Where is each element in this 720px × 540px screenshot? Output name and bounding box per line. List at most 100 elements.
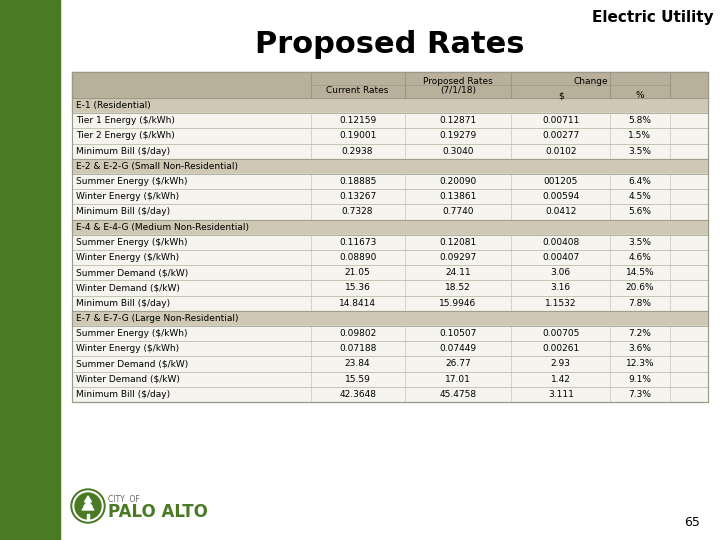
Text: 6.4%: 6.4%: [629, 177, 652, 186]
Polygon shape: [84, 496, 91, 502]
Text: 5.8%: 5.8%: [629, 116, 652, 125]
Text: 0.19279: 0.19279: [439, 132, 477, 140]
Text: 18.52: 18.52: [445, 284, 471, 293]
Text: 0.00407: 0.00407: [542, 253, 580, 262]
Text: 0.07188: 0.07188: [339, 345, 377, 353]
Text: 45.4758: 45.4758: [439, 390, 477, 399]
Text: Winter Energy ($/kWh): Winter Energy ($/kWh): [76, 253, 179, 262]
Bar: [72, 311, 708, 326]
Bar: [0, 0, 60, 540]
Text: 0.07449: 0.07449: [439, 345, 477, 353]
Text: 3.5%: 3.5%: [629, 147, 652, 156]
Text: Minimum Bill ($/day): Minimum Bill ($/day): [76, 147, 170, 156]
Text: Summer Energy ($/kWh): Summer Energy ($/kWh): [76, 329, 187, 338]
Text: Tier 1 Energy ($/kWh): Tier 1 Energy ($/kWh): [76, 116, 175, 125]
Text: 0.3040: 0.3040: [442, 147, 474, 156]
Polygon shape: [82, 503, 94, 510]
Text: 1.1532: 1.1532: [545, 299, 577, 308]
Text: 4.5%: 4.5%: [629, 192, 652, 201]
Text: Summer Energy ($/kWh): Summer Energy ($/kWh): [76, 177, 187, 186]
Bar: [72, 372, 708, 387]
Text: (7/1/18): (7/1/18): [440, 86, 476, 95]
Bar: [72, 98, 708, 113]
Bar: [72, 144, 708, 159]
Bar: [72, 220, 708, 235]
Text: 65: 65: [684, 516, 700, 529]
Text: 0.12159: 0.12159: [339, 116, 376, 125]
Text: 0.00408: 0.00408: [542, 238, 580, 247]
Text: 5.6%: 5.6%: [629, 207, 652, 217]
Bar: [72, 113, 708, 129]
Text: 0.00594: 0.00594: [542, 192, 580, 201]
Bar: [72, 235, 708, 250]
Circle shape: [71, 489, 105, 523]
Text: 3.5%: 3.5%: [629, 238, 652, 247]
Text: Change: Change: [573, 77, 608, 86]
Text: Winter Demand ($/kW): Winter Demand ($/kW): [76, 284, 180, 293]
Bar: [72, 280, 708, 295]
Bar: [72, 174, 708, 189]
Text: 24.11: 24.11: [445, 268, 471, 278]
Text: 0.19001: 0.19001: [339, 132, 377, 140]
Text: Current Rates: Current Rates: [326, 86, 389, 95]
Text: 12.3%: 12.3%: [626, 360, 654, 368]
Text: 0.13861: 0.13861: [439, 192, 477, 201]
Bar: [72, 129, 708, 144]
Text: 0.00277: 0.00277: [542, 132, 580, 140]
Text: Summer Demand ($/kW): Summer Demand ($/kW): [76, 268, 188, 278]
Text: Proposed Rates: Proposed Rates: [256, 30, 525, 59]
Text: Minimum Bill ($/day): Minimum Bill ($/day): [76, 390, 170, 399]
Text: 0.12081: 0.12081: [439, 238, 477, 247]
Text: 0.13267: 0.13267: [339, 192, 376, 201]
Text: Proposed Rates: Proposed Rates: [423, 77, 493, 86]
Text: 1.42: 1.42: [551, 375, 571, 384]
Text: 0.20090: 0.20090: [439, 177, 477, 186]
Polygon shape: [84, 501, 92, 507]
Text: 21.05: 21.05: [345, 268, 370, 278]
Text: E-1 (Residential): E-1 (Residential): [76, 101, 150, 110]
Text: 20.6%: 20.6%: [626, 284, 654, 293]
Bar: [72, 189, 708, 205]
Bar: [72, 387, 708, 402]
Text: $: $: [558, 91, 564, 100]
Text: 1.5%: 1.5%: [629, 132, 652, 140]
Text: Minimum Bill ($/day): Minimum Bill ($/day): [76, 299, 170, 308]
Text: 7.2%: 7.2%: [629, 329, 652, 338]
Text: 0.00711: 0.00711: [542, 116, 580, 125]
Text: 0.7740: 0.7740: [442, 207, 474, 217]
Text: 0.7328: 0.7328: [342, 207, 373, 217]
Bar: [72, 159, 708, 174]
Text: 3.6%: 3.6%: [629, 345, 652, 353]
Text: PALO ALTO: PALO ALTO: [108, 503, 208, 521]
Bar: [72, 72, 708, 98]
Text: 15.59: 15.59: [345, 375, 371, 384]
Text: 42.3648: 42.3648: [339, 390, 376, 399]
Text: 2.93: 2.93: [551, 360, 571, 368]
Text: E-2 & E-2-G (Small Non-Residential): E-2 & E-2-G (Small Non-Residential): [76, 162, 238, 171]
Text: 23.84: 23.84: [345, 360, 370, 368]
Text: 0.2938: 0.2938: [342, 147, 373, 156]
Text: 4.6%: 4.6%: [629, 253, 652, 262]
Text: 3.111: 3.111: [548, 390, 574, 399]
Text: 3.06: 3.06: [551, 268, 571, 278]
Circle shape: [73, 491, 103, 521]
Text: 0.12871: 0.12871: [439, 116, 477, 125]
Text: Winter Demand ($/kW): Winter Demand ($/kW): [76, 375, 180, 384]
Text: 0.0412: 0.0412: [545, 207, 577, 217]
Text: 0.11673: 0.11673: [339, 238, 377, 247]
Text: 0.09802: 0.09802: [339, 329, 376, 338]
Bar: [72, 295, 708, 311]
Bar: [72, 265, 708, 280]
Text: 15.9946: 15.9946: [439, 299, 477, 308]
Bar: [72, 250, 708, 265]
Text: 15.36: 15.36: [345, 284, 371, 293]
Text: 9.1%: 9.1%: [629, 375, 652, 384]
Text: 14.8414: 14.8414: [339, 299, 376, 308]
Bar: [87, 514, 89, 519]
Text: 0.10507: 0.10507: [439, 329, 477, 338]
Bar: [72, 356, 708, 372]
Text: 001205: 001205: [544, 177, 578, 186]
Text: 14.5%: 14.5%: [626, 268, 654, 278]
Bar: [72, 326, 708, 341]
Text: 7.8%: 7.8%: [629, 299, 652, 308]
